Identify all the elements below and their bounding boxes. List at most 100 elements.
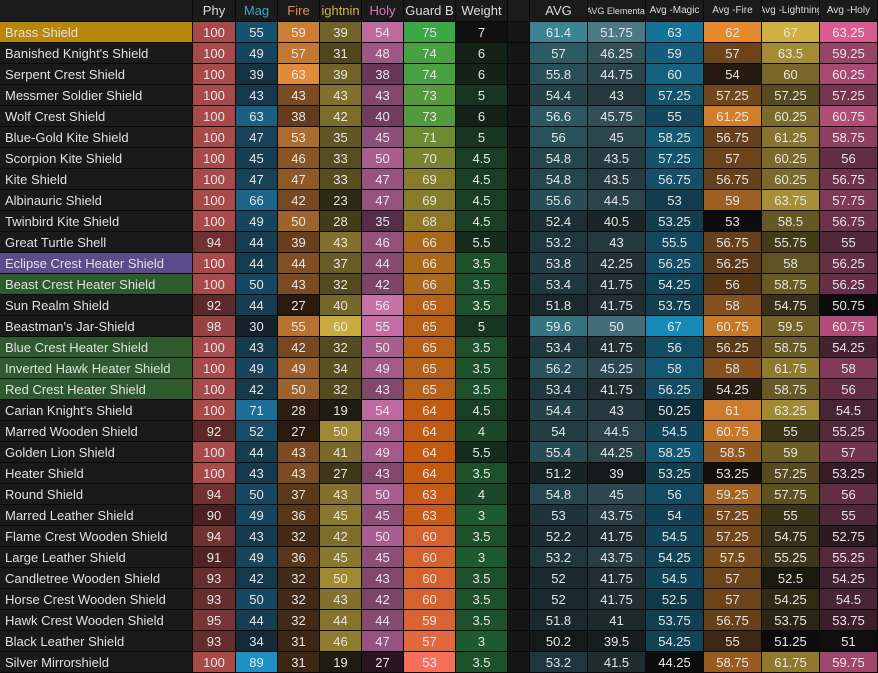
value-cell: 45 — [588, 484, 646, 505]
value-cell: 3.5 — [456, 652, 508, 673]
value-cell: 65 — [404, 295, 456, 316]
value-cell: 100 — [193, 43, 236, 64]
value-cell: 3.5 — [456, 274, 508, 295]
value-cell: 44.5 — [588, 190, 646, 211]
value-cell: 54.5 — [646, 421, 704, 442]
value-cell: 92 — [193, 295, 236, 316]
value-cell: 54.5 — [820, 400, 878, 421]
gap — [508, 190, 530, 211]
value-cell: 43.5 — [588, 148, 646, 169]
value-cell: 63 — [278, 64, 320, 85]
value-cell: 59 — [646, 43, 704, 64]
value-cell: 50 — [362, 526, 404, 547]
value-cell: 75 — [404, 22, 456, 43]
value-cell: 55.25 — [762, 547, 820, 568]
value-cell: 53.4 — [530, 379, 588, 400]
value-cell: 98 — [193, 316, 236, 337]
row-name: Flame Crest Wooden Shield — [0, 526, 193, 547]
value-cell: 51.75 — [588, 22, 646, 43]
row-name: Sun Realm Shield — [0, 295, 193, 316]
value-cell: 46 — [320, 631, 362, 652]
value-cell: 55 — [820, 232, 878, 253]
value-cell: 49 — [236, 505, 278, 526]
value-cell: 3.5 — [456, 568, 508, 589]
value-cell: 56 — [820, 379, 878, 400]
value-cell: 42.25 — [588, 253, 646, 274]
value-cell: 57 — [404, 631, 456, 652]
value-cell: 44.25 — [588, 442, 646, 463]
value-cell: 50 — [278, 211, 320, 232]
row-name: Eclipse Crest Heater Shield — [0, 253, 193, 274]
gap — [508, 568, 530, 589]
value-cell: 59 — [762, 442, 820, 463]
value-cell: 19 — [320, 400, 362, 421]
value-cell: 43 — [362, 85, 404, 106]
gap — [508, 400, 530, 421]
value-cell: 54.4 — [530, 85, 588, 106]
value-cell: 45 — [362, 127, 404, 148]
value-cell: 100 — [193, 106, 236, 127]
row-name: Great Turtle Shell — [0, 232, 193, 253]
row-name: Inverted Hawk Heater Shield — [0, 358, 193, 379]
value-cell: 55.5 — [646, 232, 704, 253]
column-header: Avg -Magic — [646, 0, 704, 22]
value-cell: 42 — [236, 379, 278, 400]
value-cell: 54.75 — [762, 526, 820, 547]
value-cell: 43.75 — [588, 505, 646, 526]
row-name: Beast Crest Heater Shield — [0, 274, 193, 295]
value-cell: 44.5 — [588, 421, 646, 442]
value-cell: 50 — [320, 568, 362, 589]
value-cell: 53.2 — [530, 652, 588, 673]
value-cell: 55 — [646, 106, 704, 127]
value-cell: 93 — [193, 589, 236, 610]
value-cell: 54.25 — [646, 274, 704, 295]
value-cell: 46.25 — [588, 43, 646, 64]
value-cell: 49 — [362, 421, 404, 442]
value-cell: 3.5 — [456, 337, 508, 358]
value-cell: 42 — [320, 106, 362, 127]
value-cell: 3 — [456, 631, 508, 652]
value-cell: 42 — [320, 526, 362, 547]
value-cell: 55 — [762, 421, 820, 442]
column-header: Avg -Holy — [820, 0, 878, 22]
value-cell: 49 — [362, 358, 404, 379]
value-cell: 63.75 — [762, 190, 820, 211]
row-name: Beastman's Jar-Shield — [0, 316, 193, 337]
value-cell: 65 — [404, 379, 456, 400]
value-cell: 53.4 — [530, 274, 588, 295]
value-cell: 52.5 — [646, 589, 704, 610]
value-cell: 100 — [193, 652, 236, 673]
value-cell: 3.5 — [456, 358, 508, 379]
value-cell: 4.5 — [456, 400, 508, 421]
value-cell: 100 — [193, 169, 236, 190]
value-cell: 67 — [762, 22, 820, 43]
value-cell: 43 — [236, 337, 278, 358]
value-cell: 52 — [530, 589, 588, 610]
value-cell: 55.25 — [820, 547, 878, 568]
row-name: Brass Shield — [0, 22, 193, 43]
value-cell: 39.5 — [588, 631, 646, 652]
value-cell: 93 — [193, 568, 236, 589]
value-cell: 60 — [320, 316, 362, 337]
value-cell: 54 — [362, 400, 404, 421]
value-cell: 64 — [404, 442, 456, 463]
value-cell: 61.25 — [704, 106, 762, 127]
value-cell: 50 — [362, 337, 404, 358]
value-cell: 60.75 — [820, 106, 878, 127]
value-cell: 57 — [820, 442, 878, 463]
value-cell: 59 — [404, 610, 456, 631]
value-cell: 58 — [704, 295, 762, 316]
value-cell: 65 — [404, 316, 456, 337]
value-cell: 4.5 — [456, 211, 508, 232]
value-cell: 48 — [362, 43, 404, 64]
value-cell: 54 — [362, 22, 404, 43]
gap — [508, 505, 530, 526]
value-cell: 41.75 — [588, 274, 646, 295]
value-cell: 35 — [362, 211, 404, 232]
value-cell: 42 — [236, 568, 278, 589]
value-cell: 53 — [530, 505, 588, 526]
value-cell: 32 — [320, 379, 362, 400]
value-cell: 95 — [193, 610, 236, 631]
value-cell: 56 — [362, 295, 404, 316]
